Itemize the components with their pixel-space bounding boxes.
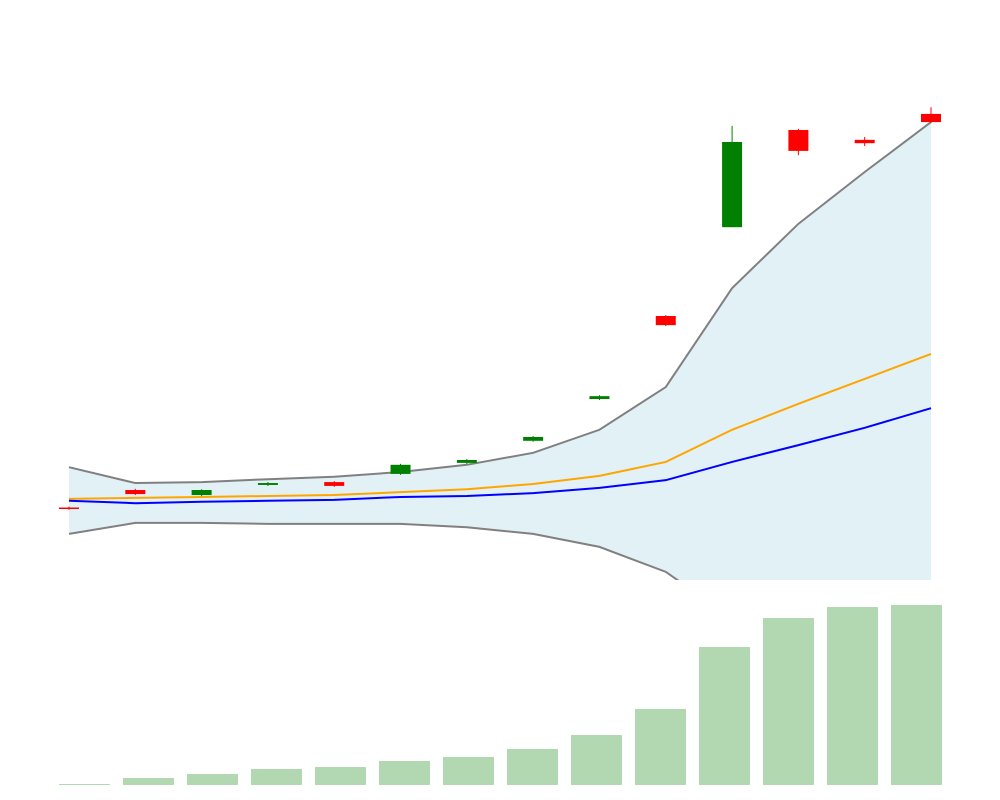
volume-bar xyxy=(59,784,110,785)
moving-average xyxy=(68,352,932,500)
candle-body xyxy=(125,490,146,495)
band-area xyxy=(69,122,931,580)
band-upper xyxy=(68,121,932,485)
candle-body xyxy=(921,113,941,123)
volume-bar xyxy=(699,647,750,785)
volume-bar xyxy=(187,774,238,785)
candle-body xyxy=(59,507,79,510)
candle-body xyxy=(788,130,809,151)
candle-body xyxy=(655,316,676,326)
volume-bar xyxy=(379,761,430,785)
candle-body xyxy=(324,482,345,486)
volume-bar xyxy=(251,769,302,785)
candle-body xyxy=(456,460,477,463)
volume-bar xyxy=(827,607,878,785)
volume-bar xyxy=(123,778,174,785)
volume-bar xyxy=(315,767,366,785)
volume-bar xyxy=(763,618,814,785)
price-panel xyxy=(59,107,941,580)
volume-bar xyxy=(571,735,622,785)
candle-body xyxy=(854,139,875,144)
candle-body xyxy=(589,396,610,400)
candle-body xyxy=(390,464,411,474)
volume-bar xyxy=(891,605,942,785)
candle-body xyxy=(257,483,278,485)
candle-body xyxy=(523,436,544,441)
candle-body xyxy=(722,142,743,228)
volume-bar xyxy=(635,709,686,785)
volume-bar xyxy=(507,749,558,785)
moving-average xyxy=(68,407,932,505)
candle-body xyxy=(191,490,212,496)
volume-panel xyxy=(59,605,942,785)
volume-bar xyxy=(443,757,494,785)
band-lower xyxy=(68,521,680,580)
